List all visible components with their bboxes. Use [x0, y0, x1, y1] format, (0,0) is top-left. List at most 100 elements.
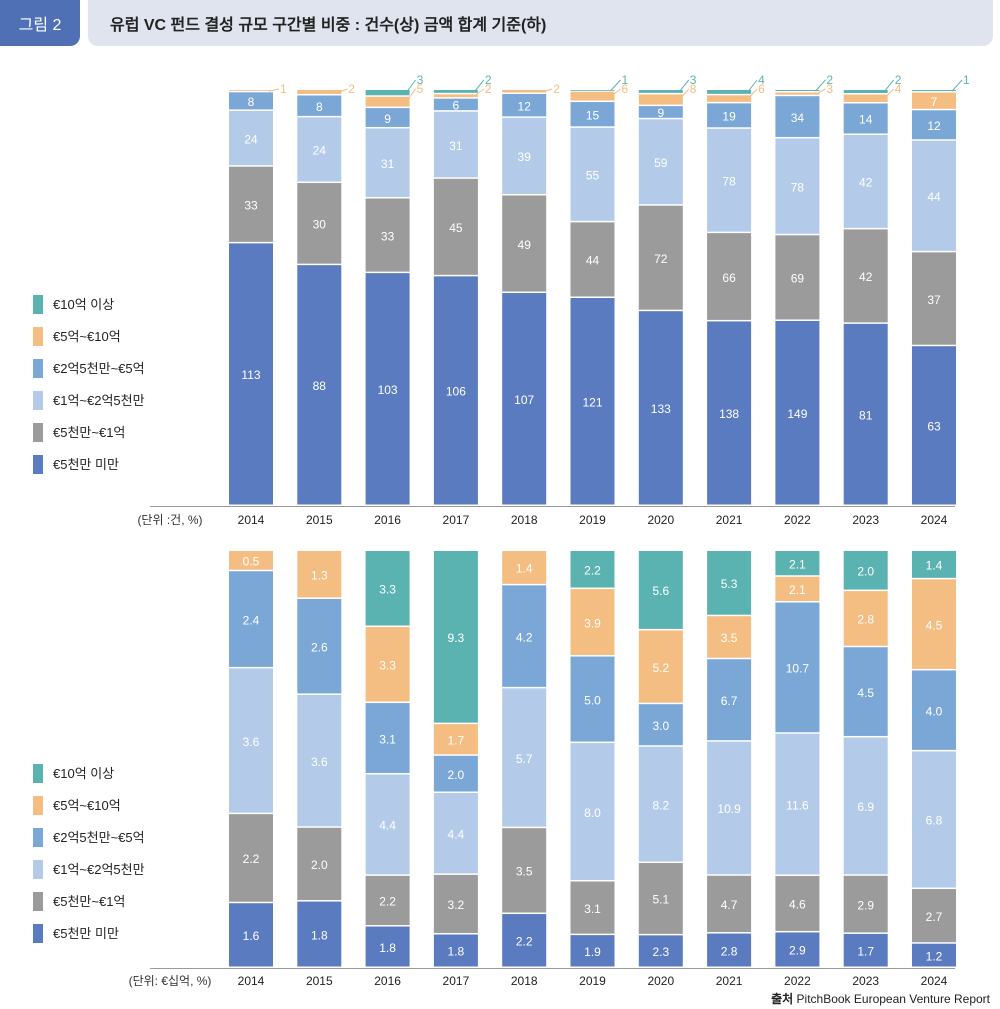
bar-segment-2018-3: [502, 688, 547, 827]
tick-label: 2020: [647, 974, 674, 988]
leader-line: [815, 88, 826, 95]
data-label: 59: [654, 156, 668, 170]
data-label: 2.8: [857, 613, 874, 627]
bar-segment-2023-5: [843, 94, 888, 102]
source-note: 출처 PitchBook European Venture Report: [771, 990, 990, 1007]
data-label: 8.0: [584, 806, 601, 820]
bar-segment-2014-5: [229, 90, 273, 91]
data-label: 4.4: [379, 819, 396, 833]
data-label: 113: [241, 368, 260, 382]
bar-segment-2016-6: [365, 551, 410, 626]
data-label: 4.2: [516, 630, 533, 644]
bar-segment-2024-4: [912, 670, 956, 750]
data-label: 138: [719, 407, 739, 421]
bar-segment-2020-4: [638, 106, 683, 118]
data-label: 2: [826, 73, 833, 87]
unit-label: (단위 :건, %): [137, 513, 202, 527]
bar-segment-2015-2: [297, 183, 342, 264]
data-label: 3: [826, 82, 833, 96]
bar-segment-2023-5: [843, 591, 888, 646]
data-label: 12: [518, 99, 532, 113]
tick-label: 2014: [238, 974, 265, 988]
bar-segment-2022-5: [775, 576, 820, 602]
data-label: 42: [859, 176, 873, 190]
bar-segment-2021-2: [707, 875, 752, 933]
data-label: 106: [446, 385, 466, 399]
data-label: 2.0: [857, 565, 874, 579]
leader-line: [473, 79, 485, 93]
legend-label: €5천만 미만: [53, 926, 119, 941]
bar-segment-2022-5: [775, 92, 820, 95]
data-label: 24: [244, 132, 258, 146]
data-label: 33: [244, 199, 258, 213]
data-label: 2.2: [379, 895, 396, 909]
tick-label: 2018: [511, 513, 538, 527]
bar-segment-2021-1: [707, 321, 752, 505]
leader-line: [473, 88, 485, 97]
bar-segment-2017-3: [433, 793, 478, 874]
leader-line: [883, 88, 895, 100]
bar-segment-2020-6: [638, 551, 683, 629]
leader-line: [746, 79, 758, 93]
data-label: 1.7: [857, 944, 874, 958]
bar-segment-2021-4: [707, 103, 752, 128]
legend-swatch: [33, 295, 43, 314]
data-label: 3: [690, 73, 697, 87]
data-label: 1.4: [516, 562, 533, 576]
data-label: 2.2: [243, 852, 260, 866]
legend-label: €1억~€2억5천만: [53, 393, 145, 408]
data-label: 4: [895, 82, 902, 96]
data-label: 72: [654, 252, 668, 266]
bar-segment-2022-4: [775, 96, 820, 137]
bar-segment-2019-6: [570, 90, 615, 91]
leader-line: [337, 88, 348, 94]
chart-2: (단위: €십억, %) 1.6 2.2 3.6 2.4 0.5 2014 1.8 2.0 3.6…: [33, 551, 956, 988]
figure-title: 유럽 VC 펀드 결성 규모 구간별 비중 : 건수(상) 금액 합계 기준(하…: [88, 0, 993, 46]
data-label: 1.6: [243, 929, 260, 943]
bar-segment-2018-2: [502, 195, 547, 292]
bar-segment-2021-6: [707, 551, 752, 615]
legend-label: €10억 이상: [53, 766, 114, 781]
bar-segment-2017-6: [433, 551, 478, 723]
data-label: 34: [791, 111, 805, 125]
bar-segment-2022-1: [775, 320, 820, 505]
bar-segment-2024-1: [912, 346, 956, 505]
legend-swatch: [33, 860, 43, 879]
bar-segment-2016-3: [365, 128, 410, 198]
bar-segment-2015-4: [297, 598, 342, 694]
data-label: 19: [722, 110, 736, 124]
legend-label: €5억~€10억: [53, 798, 121, 813]
data-label: 5.6: [652, 584, 669, 598]
data-label: 49: [518, 238, 532, 252]
legend-label: €1억~€2억5천만: [53, 862, 145, 877]
data-label: 5.2: [652, 661, 669, 675]
bar-segment-2019-5: [570, 589, 615, 656]
bar-segment-2020-1: [638, 311, 683, 505]
bar-segment-2015-2: [297, 827, 342, 901]
data-label: 3.3: [379, 583, 396, 597]
bar-segment-2022-2: [775, 876, 820, 931]
legend-label: €5천만~€1억: [53, 425, 125, 440]
bar-segment-2016-1: [365, 273, 410, 505]
data-label: 3.2: [448, 898, 465, 912]
data-label: 1.3: [311, 568, 328, 582]
bar-segment-2014-3: [229, 110, 273, 166]
data-label: 8: [690, 82, 697, 96]
data-label: 1: [280, 82, 287, 96]
data-label: 2.9: [789, 944, 806, 958]
leader-line: [951, 79, 963, 92]
data-label: 6: [453, 99, 460, 113]
leader-line: [405, 88, 417, 103]
bar-segment-2024-3: [912, 751, 956, 888]
data-label: 42: [859, 270, 873, 284]
data-label: 31: [381, 157, 395, 171]
bar-segment-2021-5: [707, 95, 752, 102]
data-label: 8: [316, 100, 323, 114]
bar-segment-2014-3: [229, 668, 273, 813]
bar-segment-2019-3: [570, 127, 615, 221]
legend-label: €2억5천만~€5억: [53, 361, 145, 376]
tick-label: 2019: [579, 974, 606, 988]
data-label: 2.2: [516, 935, 533, 949]
data-label: 6: [758, 82, 765, 96]
bar-segment-2019-5: [570, 91, 615, 101]
